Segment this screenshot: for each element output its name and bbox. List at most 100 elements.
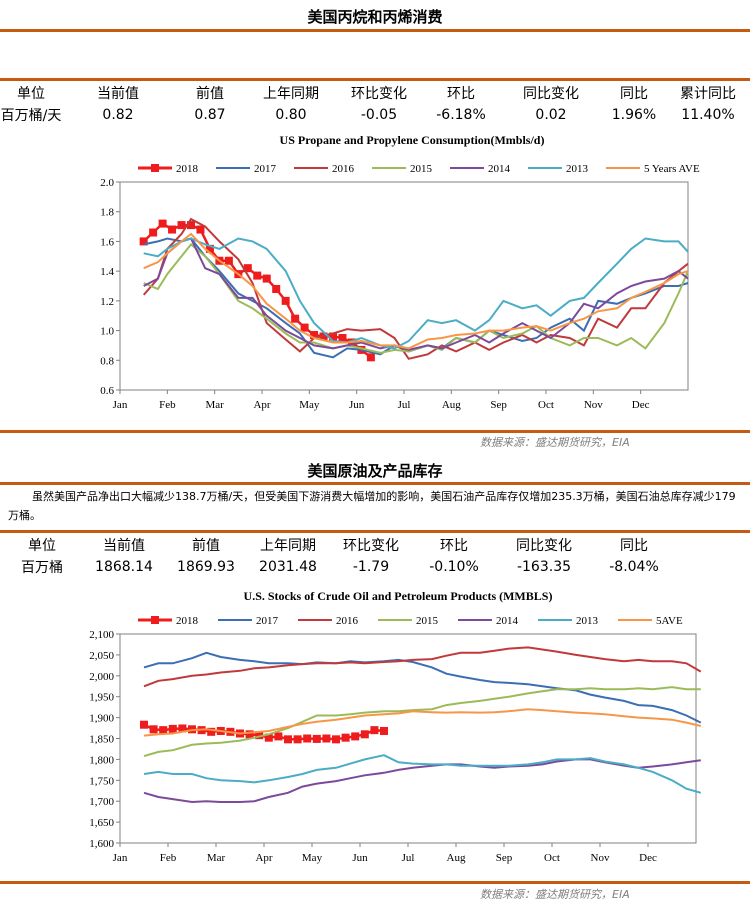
data-point xyxy=(158,219,167,228)
top-rule xyxy=(0,29,750,32)
y-tick-label: 2,050 xyxy=(89,650,114,662)
y-tick-label: 1.2 xyxy=(100,296,114,308)
y-tick-label: 1,700 xyxy=(89,796,114,808)
legend-label: 2018 xyxy=(176,615,199,627)
data-point xyxy=(139,237,148,246)
y-tick-label: 1,750 xyxy=(89,775,114,787)
table1-cell: 0.82 xyxy=(102,107,134,123)
table2-cell: 2031.48 xyxy=(259,559,317,575)
x-tick-label: Aug xyxy=(442,399,461,411)
y-tick-label: 2,100 xyxy=(89,629,114,641)
x-tick-label: Dec xyxy=(639,852,657,864)
propane-consumption-chart: US Propane and Propylene Consumption(Mmb… xyxy=(100,133,700,411)
crude-petroleum-stocks-chart: U.S. Stocks of Crude Oil and Petroleum P… xyxy=(89,589,702,864)
table1-header: 当前值 xyxy=(97,86,139,102)
table2: 单位 当前值 前值 上年同期 环比变化 环比 同比变化 同比 百万桶 1868.… xyxy=(0,534,750,578)
table2-cell: 1869.93 xyxy=(177,559,235,575)
y-tick-label: 2,000 xyxy=(89,671,114,683)
y-tick-label: 1,600 xyxy=(89,838,114,850)
section2-title: 美国原油及产品库存 xyxy=(307,462,443,480)
legend-label: 5 Years AVE xyxy=(644,163,700,175)
table2-rule xyxy=(0,530,750,533)
table2-header: 环比 xyxy=(440,538,468,554)
y-tick-label: 1.4 xyxy=(100,266,114,278)
legend-label: 2015 xyxy=(410,163,433,175)
table2-header: 上年同期 xyxy=(260,538,316,554)
data-point xyxy=(255,731,264,740)
y-tick-label: 2.0 xyxy=(100,177,114,189)
series-line-2017 xyxy=(143,651,702,724)
y-tick-label: 1.0 xyxy=(100,326,114,338)
x-tick-label: Jul xyxy=(398,399,411,411)
x-tick-label: Oct xyxy=(538,399,554,411)
data-point xyxy=(262,274,271,283)
table1-cell: -0.05 xyxy=(360,107,398,123)
table1-cell: 1.96% xyxy=(611,107,657,123)
data-point xyxy=(338,334,347,342)
data-point xyxy=(300,323,309,332)
table2-header: 环比变化 xyxy=(343,538,399,554)
legend-label: 2018 xyxy=(176,163,199,175)
table1-value-row: 百万桶/天 0.82 0.87 0.80 -0.05 -6.18% 0.02 1… xyxy=(0,104,750,126)
data-point xyxy=(366,353,375,362)
table1-cell: -6.18% xyxy=(436,107,486,123)
legend-label: 2016 xyxy=(336,615,359,627)
data-point xyxy=(253,271,262,280)
table1-header: 环比 xyxy=(447,86,475,102)
table1-cell: 0.02 xyxy=(535,107,567,123)
series-line-2016 xyxy=(143,646,702,688)
series-line-2016 xyxy=(142,217,689,360)
series-line-2014 xyxy=(143,237,689,351)
data-point xyxy=(187,221,195,230)
data-point xyxy=(264,733,273,742)
table1-header: 同比变化 xyxy=(523,86,579,102)
data-point xyxy=(310,331,319,340)
legend-marker xyxy=(151,164,159,172)
x-tick-label: Jun xyxy=(352,852,368,864)
series-line-2013 xyxy=(143,754,702,794)
x-tick-label: Apr xyxy=(253,399,270,411)
legend-label: 2015 xyxy=(416,615,439,627)
x-tick-label: Feb xyxy=(159,399,176,411)
legend-label: 2014 xyxy=(496,615,519,627)
series-line-2015 xyxy=(143,686,701,758)
chart-title: U.S. Stocks of Crude Oil and Petroleum P… xyxy=(244,589,553,603)
legend-label: 2014 xyxy=(488,163,511,175)
data-point xyxy=(245,730,254,739)
y-tick-label: 0.6 xyxy=(100,385,114,397)
data-point xyxy=(149,228,158,237)
series-line-5ave xyxy=(143,708,702,737)
legend-label: 5AVE xyxy=(656,615,683,627)
section1-source: 数据来源：盛达期货研究，EIA xyxy=(480,436,630,449)
table2-header: 单位 xyxy=(28,538,56,554)
table2-header: 当前值 xyxy=(103,538,145,554)
table1-header-row: 单位 当前值 前值 上年同期 环比变化 环比 同比变化 同比 累计同比 xyxy=(0,82,750,104)
data-point xyxy=(272,284,281,293)
data-point xyxy=(178,724,187,733)
table1-header: 同比 xyxy=(620,86,648,102)
x-tick-label: Apr xyxy=(255,852,272,864)
legend-label: 2013 xyxy=(576,615,599,627)
data-point xyxy=(380,726,388,735)
x-tick-label: May xyxy=(299,399,320,411)
legend-label: 2013 xyxy=(566,163,589,175)
x-tick-label: Mar xyxy=(206,399,225,411)
legend-marker xyxy=(151,616,159,624)
section1-bottom-rule xyxy=(0,430,750,433)
table1-header: 上年同期 xyxy=(263,86,319,102)
x-tick-label: Sep xyxy=(496,852,513,864)
y-tick-label: 1.8 xyxy=(100,207,114,219)
table1-header: 累计同比 xyxy=(680,86,736,102)
data-point xyxy=(224,256,233,265)
data-point xyxy=(205,244,214,253)
section2-top-rule xyxy=(0,482,750,485)
table2-header: 前值 xyxy=(192,538,220,554)
table2-cell: 1868.14 xyxy=(95,559,153,575)
data-point xyxy=(293,735,302,744)
x-tick-label: Jan xyxy=(113,852,128,864)
x-tick-label: Aug xyxy=(447,852,466,864)
data-point xyxy=(303,734,312,743)
x-tick-label: Oct xyxy=(544,852,560,864)
table2-cell: -163.35 xyxy=(516,559,572,575)
data-point xyxy=(207,727,216,736)
